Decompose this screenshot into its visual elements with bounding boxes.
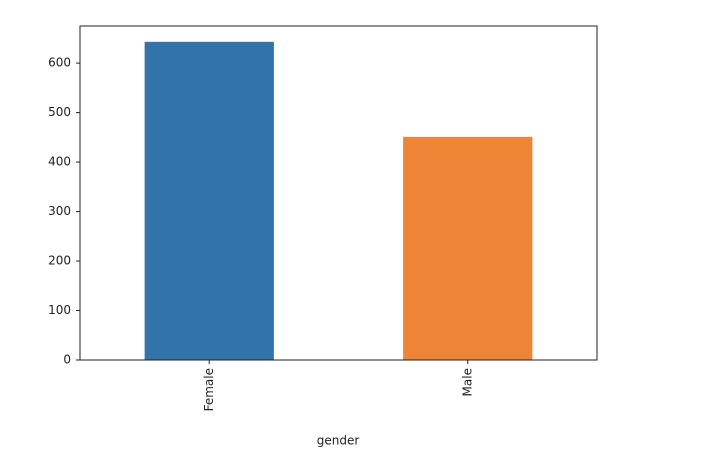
plot-frame	[79, 25, 598, 361]
bar	[144, 41, 274, 360]
x-tick-label: Female	[202, 368, 216, 411]
y-tick-label: 100	[48, 303, 71, 317]
x-axis-label: gender	[317, 434, 360, 448]
y-tick-label: 0	[63, 353, 71, 367]
y-tick-label: 400	[48, 155, 71, 169]
y-tick-label: 300	[48, 204, 71, 218]
bar	[403, 136, 533, 360]
y-tick-label: 600	[48, 56, 71, 70]
y-tick-label: 200	[48, 254, 71, 268]
x-tick-label: Male	[460, 368, 474, 396]
y-tick-label: 500	[48, 105, 71, 119]
